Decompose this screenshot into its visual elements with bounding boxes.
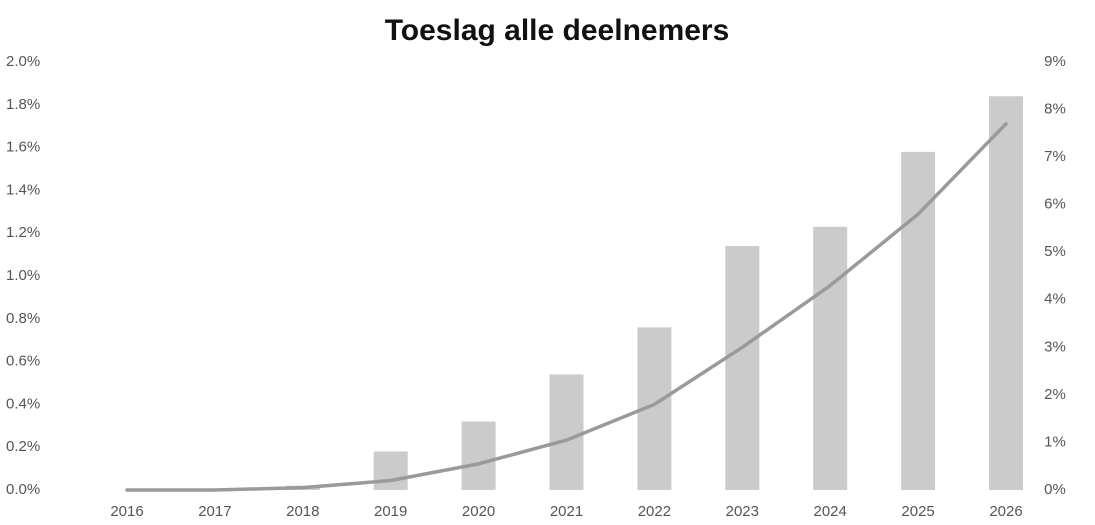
x-tick-label: 2026: [989, 503, 1022, 520]
x-tick-label: 2020: [462, 503, 495, 520]
y-tick-label: 1.8%: [6, 96, 40, 113]
x-tick-label: 2019: [374, 503, 407, 520]
x-tick-label: 2021: [550, 503, 583, 520]
y2-tick-label: 1%: [1044, 433, 1066, 450]
y2-tick-label: 0%: [1044, 481, 1066, 498]
x-tick-label: 2023: [726, 503, 759, 520]
y2-tick-label: 8%: [1044, 101, 1066, 118]
y-tick-label: 2.0%: [6, 53, 40, 70]
bar: [725, 246, 760, 490]
y-tick-label: 0.0%: [6, 481, 40, 498]
bar: [901, 151, 936, 490]
y-tick-label: 0.2%: [6, 438, 40, 455]
x-tick-label: 2022: [638, 503, 671, 520]
bar: [813, 226, 848, 490]
y-tick-label: 1.0%: [6, 267, 40, 284]
bar: [549, 374, 584, 490]
x-tick-label: 2018: [286, 503, 319, 520]
y-tick-label: 1.4%: [6, 181, 40, 198]
y2-tick-label: 2%: [1044, 386, 1066, 403]
y2-tick-label: 7%: [1044, 148, 1066, 165]
y-tick-label: 0.8%: [6, 310, 40, 327]
x-tick-label: 2016: [110, 503, 143, 520]
chart-title: Toeslag alle deelnemers: [385, 14, 730, 47]
bar: [461, 421, 496, 490]
y2-tick-label: 3%: [1044, 338, 1066, 355]
y2-tick-label: 9%: [1044, 53, 1066, 70]
y-tick-label: 1.6%: [6, 139, 40, 156]
bar: [989, 96, 1023, 491]
bar: [373, 451, 408, 490]
y-tick-label: 1.2%: [6, 224, 40, 241]
y2-tick-label: 6%: [1044, 196, 1066, 213]
y2-tick-label: 4%: [1044, 291, 1066, 308]
x-tick-label: 2024: [814, 503, 847, 520]
y2-tick-label: 5%: [1044, 243, 1066, 260]
x-tick-label: 2017: [198, 503, 231, 520]
y-tick-label: 0.4%: [6, 395, 40, 412]
y-tick-label: 0.6%: [6, 353, 40, 370]
line: [125, 122, 1008, 492]
x-tick-label: 2025: [901, 503, 934, 520]
